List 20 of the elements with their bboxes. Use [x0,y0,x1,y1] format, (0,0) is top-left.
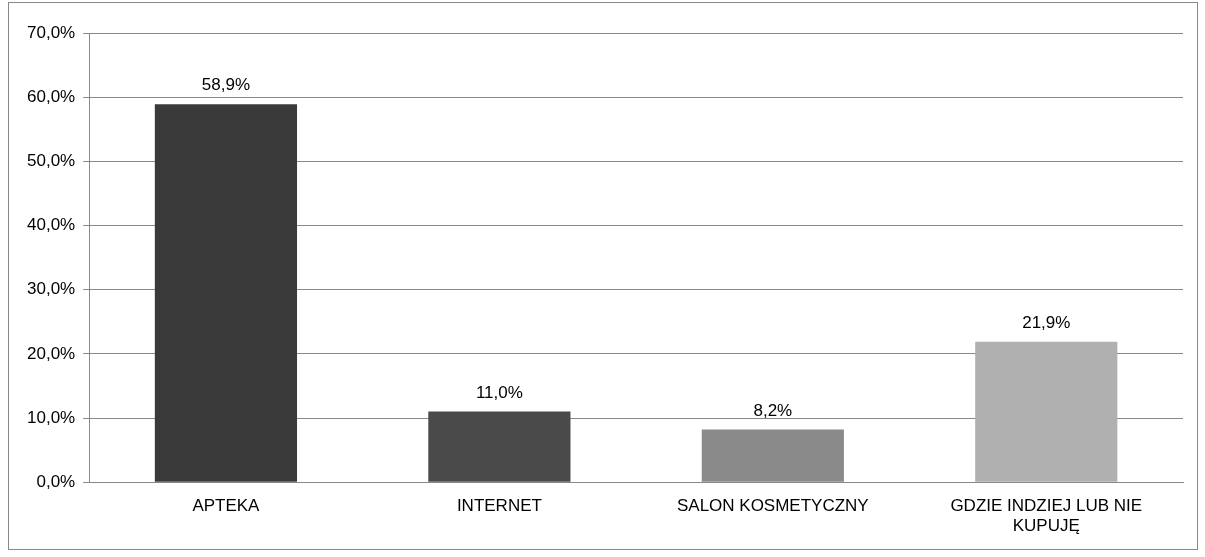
y-tick-label: 50,0% [27,151,76,171]
data-label: 8,2% [753,400,793,420]
bar [428,411,571,482]
y-tick-label: 10,0% [27,407,76,427]
x-tick-label: GDZIE INDZIEJ LUB NIE KUPUJĘ [950,496,1143,536]
bar [975,341,1118,482]
y-tick-label: 40,0% [27,215,76,235]
data-label: 58,9% [201,75,251,95]
data-label: 21,9% [1022,312,1071,332]
x-tick-label: APTEKA [192,496,261,516]
y-tick-label: 60,0% [27,86,76,106]
y-tick-label: 20,0% [27,343,76,363]
bar [701,429,844,482]
bar [154,104,298,482]
x-tick-label: INTERNET [456,496,542,516]
data-label: 11,0% [475,382,523,402]
y-tick-label: 0,0% [36,471,76,491]
y-tick-label: 70,0% [27,22,76,42]
x-tick-label: SALON KOSMETYCZNY [676,496,869,516]
y-tick-label: 30,0% [27,279,76,299]
